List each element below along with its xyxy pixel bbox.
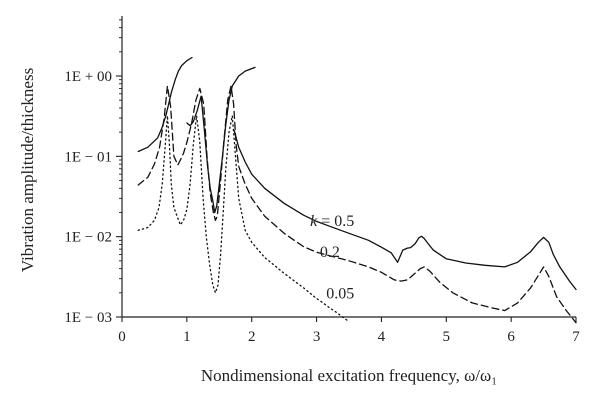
- x-axis-label: Nondimensional excitation frequency, ω/ω…: [201, 366, 497, 385]
- annotation-2: 0.05: [326, 285, 354, 302]
- annotation-1: 0.2: [320, 244, 340, 261]
- series-layer: [137, 56, 577, 324]
- series-line-1: [137, 85, 577, 324]
- x-tick-label-3: 3: [313, 329, 321, 345]
- x-tick-label-4: 4: [378, 329, 386, 345]
- annotation-0: k = 0.5: [310, 213, 354, 230]
- x-tick-label-0: 0: [118, 329, 126, 345]
- y-axis-label: Vibration amplitude/thickness: [18, 68, 37, 272]
- x-tick-label-6: 6: [507, 329, 515, 345]
- y-tick-label-0: 1E + 00: [64, 69, 112, 85]
- y-tick-label-1: 1E − 01: [64, 149, 112, 165]
- x-tick-label-7: 7: [572, 329, 580, 345]
- annotation-k-value: = 0.5: [317, 213, 354, 230]
- annotation-k-symbol: k: [310, 213, 318, 230]
- x-tick-label-2: 2: [248, 329, 256, 345]
- series-line-2: [137, 115, 350, 323]
- y-tick-label-3: 1E − 03: [64, 310, 112, 326]
- x-tick-label-1: 1: [183, 329, 191, 345]
- axes: [121, 16, 576, 318]
- series-line-0: [137, 56, 577, 291]
- annotations: k = 0.5 0.2 0.05: [310, 213, 354, 302]
- y-tick-label-2: 1E − 02: [64, 230, 112, 246]
- x-tick-label-5: 5: [443, 329, 451, 345]
- x-ticks: 0 1 2 3 4 5 6 7: [118, 317, 580, 345]
- y-ticks: 1E + 00 1E − 01 1E − 02 1E − 03: [64, 19, 122, 326]
